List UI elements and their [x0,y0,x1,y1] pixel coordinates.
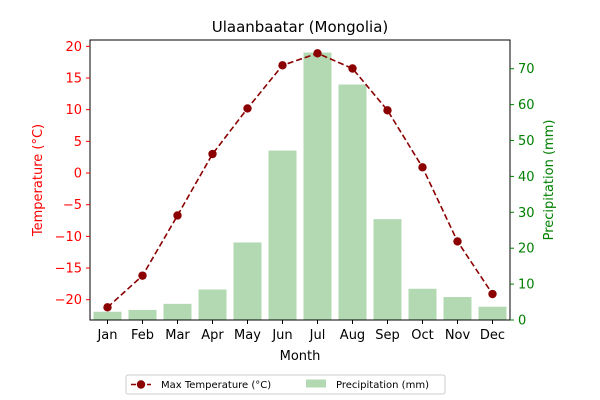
temp-point-jan [103,303,112,312]
left-tick-label: −15 [55,262,82,277]
x-tick-label: May [234,328,261,343]
plot-frame [89,39,511,321]
left-tick-label: −10 [55,230,82,245]
precip-bar-sep [373,219,402,320]
left-tick-label: 0 [74,167,82,182]
left-tick-label: 5 [74,135,82,150]
left-axis-ticks: −20 −15 −10 −5 0 5 10 15 20 [55,40,90,308]
precip-bar-may [233,242,262,320]
precip-bar-aug [338,84,367,320]
left-tick-label: −5 [63,198,82,213]
x-axis-label: Month [280,349,321,364]
precip-bar-jun [268,150,297,320]
legend: Max Temperature (°C) Precipitation (mm) [125,374,446,395]
temp-point-jun [278,61,287,70]
right-tick-label: 20 [518,242,535,257]
x-tick-label: Jun [271,328,292,343]
right-tick-label: 70 [518,62,535,77]
precip-bar-jul [303,52,332,321]
x-tick-label: Dec [480,328,505,343]
x-tick-label: Mar [165,328,190,343]
precip-bar-mar [163,303,192,320]
legend-label-temperature: Max Temperature (°C) [161,380,271,391]
right-tick-label: 10 [518,278,535,293]
precipitation-bars [93,52,507,321]
right-axis-ticks: 0 10 20 30 40 50 60 70 [510,62,535,329]
temp-point-sep [383,106,392,115]
temp-point-mar [173,211,182,220]
legend-marker-swatch [136,380,146,389]
left-tick-label: 10 [65,103,82,118]
temp-point-may [243,104,252,113]
left-axis-label: Temperature (°C) [31,124,46,237]
temp-point-nov [453,237,462,246]
x-tick-label: Nov [445,328,471,343]
temp-point-apr [208,149,217,159]
right-tick-label: 30 [518,206,535,221]
right-tick-label: 0 [518,314,526,329]
right-tick-label: 40 [518,170,535,185]
legend-bar-swatch [306,379,326,388]
precip-bar-oct [408,288,437,320]
precip-bar-feb [128,309,157,320]
temp-point-dec [488,289,497,299]
left-tick-label: 20 [65,40,82,55]
right-tick-label: 60 [518,98,535,113]
x-tick-label: Feb [131,328,154,343]
x-tick-label: Sep [375,328,400,343]
x-tick-label: Apr [201,328,224,343]
left-tick-label: 15 [65,72,82,87]
chart-title: Ulaanbaatar (Mongolia) [212,18,389,36]
right-axis-label: Precipitation (mm) [542,120,557,241]
x-tick-label: Jul [309,328,326,343]
temp-point-aug [348,64,357,73]
x-tick-label: Jan [96,328,117,343]
temp-point-oct [418,163,427,172]
x-tick-label: Oct [411,328,433,343]
x-tick-label: Aug [340,328,365,343]
temp-point-jul [313,49,322,58]
legend-frame [125,374,446,395]
legend-label-precipitation: Precipitation (mm) [336,380,429,391]
temp-point-feb [138,271,147,280]
temperature-line [103,49,497,312]
temperature-series-line [106,52,494,308]
precip-bar-nov [443,297,472,320]
left-tick-label: −20 [55,293,82,308]
precip-bar-jan [93,311,122,320]
precip-bar-dec [478,306,507,320]
right-tick-label: 50 [518,134,535,149]
precip-bar-apr [198,289,227,320]
x-axis-ticks: Jan Feb Mar Apr May Jun Jul Aug Sep Oct Nov Dec [96,320,505,343]
